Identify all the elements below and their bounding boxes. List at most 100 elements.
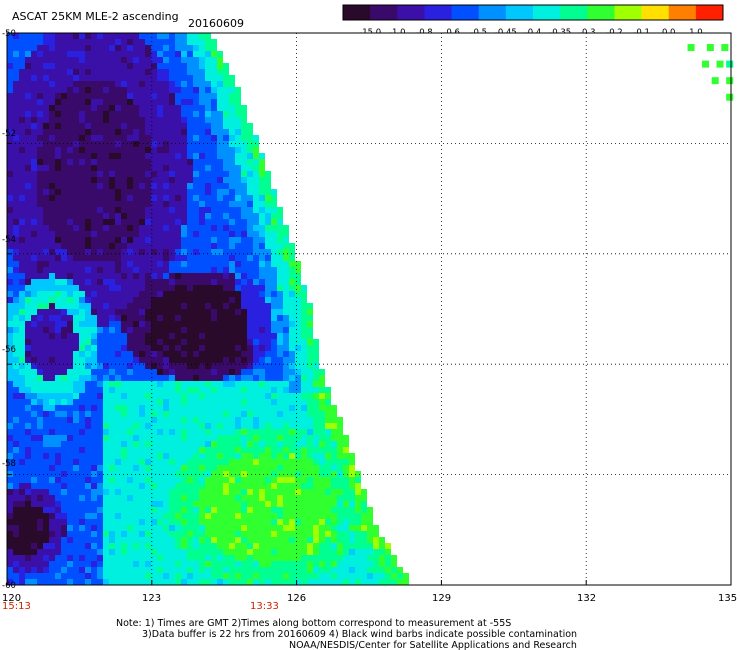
swath-cell: [199, 327, 205, 333]
swath-cell: [235, 147, 241, 153]
swath-cell: [97, 171, 103, 177]
swath-cell: [31, 417, 37, 423]
swath-cell: [259, 423, 265, 429]
swath-cell: [283, 321, 289, 327]
swath-cell: [37, 105, 43, 111]
swath-cell: [229, 513, 235, 519]
swath-cell: [61, 501, 67, 507]
swath-cell: [31, 483, 37, 489]
swath-cell: [193, 87, 199, 93]
swath-cell: [151, 495, 157, 501]
swath-cell: [349, 579, 355, 585]
swath-cell: [229, 375, 235, 381]
swath-cell: [121, 123, 127, 129]
swath-cell: [205, 501, 211, 507]
swath-cell: [253, 279, 259, 285]
swath-cell: [235, 543, 241, 549]
swath-cell: [25, 207, 31, 213]
swath-cell: [37, 243, 43, 249]
swath-cell: [217, 579, 223, 585]
swath-cell: [301, 381, 307, 387]
swath-cell: [43, 279, 49, 285]
swath-cell: [13, 141, 19, 147]
swath-cell: [73, 297, 79, 303]
swath-cell: [109, 513, 115, 519]
swath-cell: [253, 213, 259, 219]
swath-cell: [139, 213, 145, 219]
swath-cell: [175, 33, 181, 39]
swath-cell: [19, 459, 25, 465]
swath-cell: [25, 171, 31, 177]
swath-cell: [169, 477, 175, 483]
swath-cell: [19, 219, 25, 225]
swath-cell: [85, 117, 91, 123]
swath-cell: [31, 309, 37, 315]
swath-cell: [13, 201, 19, 207]
swath-cell: [139, 147, 145, 153]
swath-cell: [169, 249, 175, 255]
swath-cell: [31, 555, 37, 561]
swath-cell: [127, 33, 133, 39]
swath-cell: [145, 423, 151, 429]
swath-cell: [31, 525, 37, 531]
swath-cell: [193, 537, 199, 543]
figure-date: 20160609: [188, 17, 244, 30]
swath-cell: [181, 273, 187, 279]
swath-cell: [145, 405, 151, 411]
swath-cell: [121, 93, 127, 99]
swath-cell: [301, 489, 307, 495]
swath-cell: [67, 369, 73, 375]
swath-cell: [133, 345, 139, 351]
swath-cell: [7, 447, 13, 453]
swath-cell: [31, 411, 37, 417]
swath-cell: [67, 213, 73, 219]
swath-cell: [13, 99, 19, 105]
swath-cell: [13, 39, 19, 45]
swath-cell: [145, 579, 151, 585]
swath-cell: [127, 447, 133, 453]
swath-cell: [211, 105, 217, 111]
swath-cell: [343, 507, 349, 513]
swath-cell: [73, 69, 79, 75]
swath-cell: [205, 285, 211, 291]
swath-cell: [199, 543, 205, 549]
swath-cell: [229, 483, 235, 489]
swath-cell: [37, 39, 43, 45]
swath-cell: [247, 411, 253, 417]
swath-cell: [7, 219, 13, 225]
swath-cell: [49, 111, 55, 117]
colorbar-swatch: [641, 5, 670, 20]
swath-cell: [229, 507, 235, 513]
swath-cell: [115, 339, 121, 345]
swath-cell: [295, 369, 301, 375]
swath-cell: [331, 507, 337, 513]
swath-cell: [127, 567, 133, 573]
swath-cell: [193, 357, 199, 363]
swath-cell: [211, 201, 217, 207]
swath-cell: [103, 375, 109, 381]
swath-cell: [211, 237, 217, 243]
swath-cell: [259, 279, 265, 285]
swath-cell: [175, 369, 181, 375]
swath-cell: [253, 423, 259, 429]
swath-cell: [19, 333, 25, 339]
swath-cell: [169, 315, 175, 321]
swath-cell: [253, 387, 259, 393]
swath-cell: [187, 177, 193, 183]
swath-cell: [271, 309, 277, 315]
swath-cell: [25, 261, 31, 267]
swath-cell: [103, 321, 109, 327]
swath-cell: [247, 237, 253, 243]
swath-cell: [133, 75, 139, 81]
swath-cell: [313, 375, 319, 381]
swath-cell: [7, 249, 13, 255]
swath-cell: [55, 351, 61, 357]
swath-cell: [343, 561, 349, 567]
swath-cell: [163, 165, 169, 171]
swath-cell: [313, 411, 319, 417]
swath-cell: [259, 549, 265, 555]
swath-cell: [181, 513, 187, 519]
swath-cell: [151, 579, 157, 585]
swath-cell: [355, 537, 361, 543]
swath-cell: [229, 399, 235, 405]
